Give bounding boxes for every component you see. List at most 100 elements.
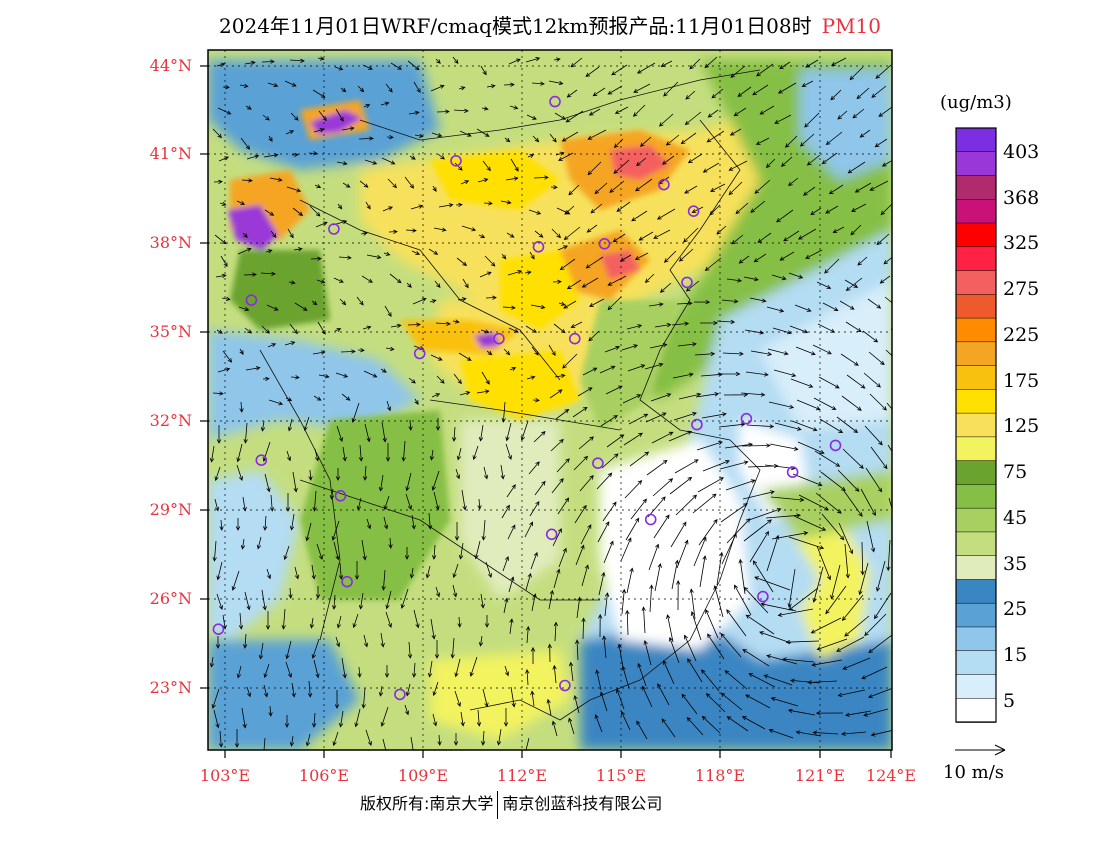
- wind-arrow: [719, 460, 749, 470]
- wind-arrow: [525, 625, 531, 644]
- wind-arrow: [335, 468, 341, 481]
- lon-label-118: 118°E: [694, 766, 746, 785]
- wind-arrow: [585, 66, 600, 77]
- wind-arrow: [311, 638, 320, 659]
- wind-arrow: [636, 157, 647, 167]
- wind-arrow: [844, 279, 859, 288]
- wind-arrow: [693, 299, 711, 305]
- colorbar-swatch: [955, 199, 997, 224]
- wind-arrow: [382, 206, 394, 212]
- wind-arrow: [668, 636, 680, 664]
- wind-arrow: [648, 543, 660, 571]
- wind-arrow: [867, 687, 892, 699]
- wind-arrow: [380, 101, 390, 106]
- wind-arrow: [245, 105, 252, 110]
- wind-arrow: [384, 665, 390, 678]
- wind-arrow: [234, 729, 240, 748]
- city-marker: [549, 95, 561, 108]
- wind-arrow: [220, 255, 228, 268]
- wind-arrow: [749, 297, 767, 303]
- wind-arrow: [600, 415, 618, 427]
- wind-arrow: [840, 353, 859, 366]
- wind-arrow: [805, 249, 823, 259]
- wind-arrow: [530, 690, 535, 707]
- wind-arrow: [770, 696, 799, 707]
- wind-arrow: [859, 129, 871, 138]
- colorbar-swatch: [955, 436, 997, 462]
- wind-arrow: [244, 60, 256, 66]
- wind-arrow: [455, 468, 461, 480]
- colorbar-swatch: [955, 317, 997, 343]
- wind-arrow: [845, 277, 863, 292]
- wind-arrow: [358, 136, 374, 141]
- wind-arrow: [527, 154, 535, 158]
- wind-arrow: [570, 57, 583, 68]
- wind-arrow: [726, 518, 751, 544]
- wind-arrow: [263, 684, 269, 698]
- wind-arrow: [861, 666, 888, 680]
- wind-arrow: [753, 253, 767, 263]
- wind-arrow: [678, 248, 694, 262]
- wind-arrow: [408, 419, 413, 431]
- wind-arrow: [621, 665, 630, 689]
- wind-arrow: [407, 641, 413, 659]
- wind-arrow: [626, 567, 634, 594]
- wind-arrow: [776, 209, 794, 223]
- colorbar-swatch: [955, 175, 997, 201]
- wind-arrow: [815, 710, 844, 716]
- colorbar-swatch: [955, 460, 997, 486]
- wind-arrow: [455, 202, 463, 208]
- wind-arrow: [613, 138, 624, 149]
- wind-arrow: [802, 186, 816, 196]
- wind-arrow: [336, 425, 343, 443]
- wind-arrow: [460, 711, 465, 727]
- wind-arrow: [338, 562, 344, 580]
- wind-arrow: [409, 155, 416, 160]
- wind-arrow: [649, 343, 668, 349]
- wind-arrow: [683, 227, 699, 243]
- lon-label-112: 112°E: [496, 766, 548, 785]
- wind-arrow: [534, 230, 544, 238]
- wind-arrow: [852, 108, 865, 119]
- wind-arrow: [214, 234, 227, 245]
- wind-arrow: [456, 447, 462, 461]
- wind-arrow: [341, 657, 347, 679]
- wind-arrow: [845, 321, 862, 333]
- wind-arrow: [825, 585, 847, 615]
- wind-arrow: [770, 496, 805, 502]
- colorbar-swatch: [955, 127, 997, 153]
- lon-label-121: 121°E: [794, 766, 846, 785]
- wind-arrow: [411, 514, 416, 530]
- wind-arrow: [263, 737, 266, 750]
- wind-arrow: [236, 443, 243, 463]
- wind-arrow: [331, 520, 340, 541]
- wind-arrow: [754, 179, 771, 194]
- wind-arrow: [836, 636, 865, 652]
- wind-arrow: [352, 613, 359, 629]
- wind-arrow: [684, 185, 698, 194]
- wind-arrow: [413, 81, 421, 94]
- wind-arrow: [661, 718, 676, 738]
- wind-arrow: [236, 665, 242, 679]
- wind-arrow: [743, 586, 769, 614]
- wind-arrow: [458, 542, 464, 560]
- wind-arrow: [351, 402, 360, 423]
- wind-arrow: [216, 425, 222, 444]
- wind-arrow: [625, 609, 630, 636]
- wind-arrow: [795, 730, 822, 737]
- wind-arrow: [750, 200, 766, 213]
- wind-arrow: [430, 354, 443, 361]
- wind-arrow: [700, 320, 718, 326]
- wind-arrow: [843, 490, 863, 517]
- wind-arrow: [476, 128, 490, 137]
- wind-arrow: [454, 162, 463, 171]
- city-markers: [212, 95, 842, 701]
- wind-arrow: [726, 716, 749, 732]
- wind-arrow: [724, 670, 748, 690]
- boundaries: [259, 69, 761, 721]
- wind-arrow: [380, 632, 385, 648]
- wind-arrow: [556, 458, 570, 473]
- wind-arrow: [263, 153, 279, 158]
- wind-arrow: [777, 82, 797, 94]
- wind-arrow: [486, 350, 493, 356]
